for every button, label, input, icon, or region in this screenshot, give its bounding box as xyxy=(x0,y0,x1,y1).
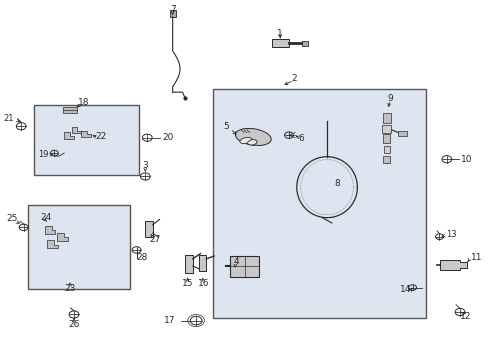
Text: 5: 5 xyxy=(223,122,229,131)
Text: 6: 6 xyxy=(298,134,304,143)
Bar xyxy=(383,134,391,143)
Text: 24: 24 xyxy=(41,213,52,222)
Text: 28: 28 xyxy=(137,253,148,262)
Bar xyxy=(185,255,193,273)
Text: 8: 8 xyxy=(334,179,340,188)
Bar xyxy=(302,41,308,45)
Text: 17: 17 xyxy=(164,316,175,325)
Text: 20: 20 xyxy=(162,133,173,142)
Text: 16: 16 xyxy=(198,279,209,288)
Text: 4: 4 xyxy=(233,257,239,266)
Text: 12: 12 xyxy=(460,312,471,321)
Ellipse shape xyxy=(247,140,257,145)
Bar xyxy=(230,256,259,277)
Text: 2: 2 xyxy=(291,74,296,83)
Bar xyxy=(383,156,390,163)
Bar xyxy=(34,105,139,175)
Text: 1: 1 xyxy=(277,29,283,38)
Bar xyxy=(384,145,390,153)
Bar xyxy=(145,221,153,237)
Bar xyxy=(382,125,391,133)
Polygon shape xyxy=(57,233,68,241)
Bar xyxy=(198,255,206,271)
Text: 15: 15 xyxy=(182,279,193,288)
Text: 27: 27 xyxy=(149,235,160,244)
Bar xyxy=(398,131,407,136)
Ellipse shape xyxy=(240,138,252,144)
Polygon shape xyxy=(47,240,58,248)
Polygon shape xyxy=(72,127,81,134)
Text: 23: 23 xyxy=(64,284,76,293)
Text: 26: 26 xyxy=(68,320,80,329)
Text: 7: 7 xyxy=(170,5,175,14)
Text: 13: 13 xyxy=(446,230,457,239)
Text: 10: 10 xyxy=(461,155,472,164)
Bar xyxy=(63,107,77,113)
Polygon shape xyxy=(441,260,467,270)
Text: 19: 19 xyxy=(38,150,49,159)
Text: 22: 22 xyxy=(95,132,106,141)
Bar xyxy=(272,40,289,47)
Text: 21: 21 xyxy=(4,114,14,123)
Polygon shape xyxy=(45,226,55,234)
Bar xyxy=(27,205,130,289)
Text: 9: 9 xyxy=(387,94,393,103)
Bar xyxy=(383,113,391,123)
Text: 14: 14 xyxy=(400,285,411,294)
Text: 25: 25 xyxy=(6,214,18,223)
Ellipse shape xyxy=(235,129,271,145)
Text: 11: 11 xyxy=(471,253,482,262)
Text: 18: 18 xyxy=(78,98,90,107)
Bar xyxy=(170,10,175,17)
Polygon shape xyxy=(64,132,74,139)
Bar xyxy=(213,89,426,318)
Text: 3: 3 xyxy=(143,161,148,170)
Polygon shape xyxy=(81,131,91,137)
